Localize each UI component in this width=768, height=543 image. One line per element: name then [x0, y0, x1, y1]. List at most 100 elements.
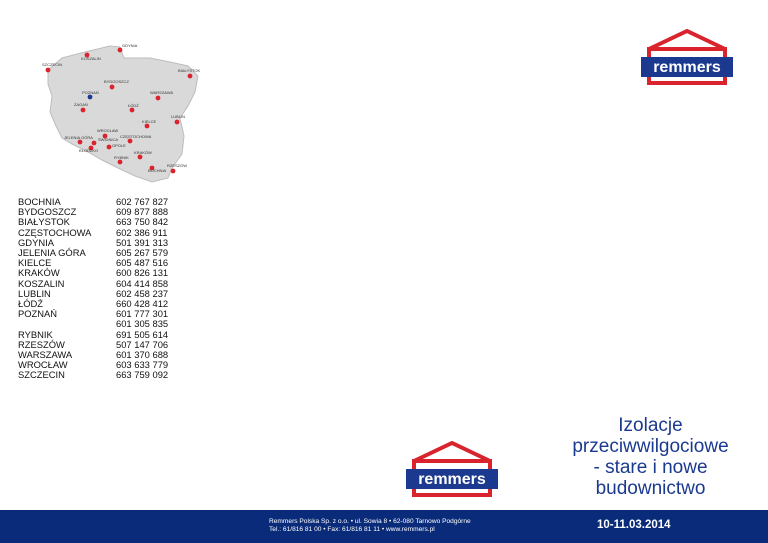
poland-map-svg: GDYNIA KOSZALIN SZCZECIN BIAŁYSTOK BYDGOSZCZ…: [42, 43, 200, 183]
city-marker: [129, 107, 135, 113]
contact-row: RYBNIK 691 505 614: [18, 328, 186, 340]
contact-row: ŁÓDŹ 660 428 412: [18, 298, 186, 310]
contact-phone: 507 147 706: [116, 338, 169, 350]
contact-list: BOCHNIA 602 767 827 BYDGOSZCZ 609 877 888 BI…: [18, 196, 186, 381]
city-marker: [91, 140, 97, 146]
city-marker: [117, 159, 123, 165]
contact-phone: 691 505 614: [116, 328, 169, 340]
contact-row: SZCZECIN 663 759 092: [18, 370, 186, 380]
city-marker: [106, 144, 112, 150]
contact-city: ŁÓDŹ: [18, 298, 44, 310]
contact-phone: 601 305 835: [116, 318, 169, 330]
contact-row: RZESZÓW 507 147 706: [18, 338, 186, 350]
contact-phone: 605 267 579: [116, 247, 169, 259]
title-line: Izolacje: [618, 415, 683, 436]
brochure-title: Izolacje przeciwwilgociowe - stare i now…: [548, 415, 753, 499]
contact-row: LUBLIN 602 458 237: [18, 287, 186, 299]
city-marker: [88, 145, 94, 151]
remmers-logo-graphic: remmers: [406, 441, 498, 497]
footer-bar: Remmers Polska Sp. z o.o. • ul. Sowia 8 …: [0, 510, 768, 543]
contact-row: KRAKÓW 600 826 131: [18, 268, 186, 278]
city-label: KŁODZKO: [79, 148, 98, 153]
poland-outline: [47, 45, 199, 183]
city-marker: [149, 165, 155, 171]
company-address: Remmers Polska Sp. z o.o. • ul. Sowia 8 …: [269, 518, 471, 534]
city-marker: [109, 84, 115, 90]
contact-city: BOCHNIA: [18, 196, 61, 207]
contact-row: KOSZALIN 604 414 858: [18, 277, 186, 289]
contact-phone: 602 386 911: [116, 226, 168, 238]
remmers-logo-middle: remmers: [402, 441, 502, 497]
contact-row: 601 305 835: [18, 319, 186, 329]
contact-phone: 663 750 842: [116, 216, 169, 228]
contact-city: WARSZAWA: [18, 349, 73, 361]
city-label: GDYNIA: [122, 43, 138, 48]
city-label: LUBLIN: [171, 114, 185, 119]
event-date: 10-11.03.2014: [597, 519, 671, 531]
contact-phone: 602 767 827: [116, 196, 169, 207]
address-line: Remmers Polska Sp. z o.o. • ul. Sowia 8 …: [269, 518, 471, 525]
city-label: POZNAŃ: [82, 90, 99, 95]
contact-city: GDYNIA: [18, 236, 54, 248]
contact-row: BYDGOSZCZ 609 877 888: [18, 206, 186, 218]
contact-city: BYDGOSZCZ: [18, 206, 77, 218]
remmers-logo-graphic: remmers: [641, 29, 733, 85]
contact-phone: 603 633 779: [116, 359, 169, 371]
contact-phone: 501 391 313: [116, 236, 169, 248]
title-line: budownictwo: [595, 478, 706, 499]
city-label: JELENIA GÓRA: [64, 135, 93, 140]
contact-city: LUBLIN: [18, 287, 51, 299]
contact-row: GDYNIA 501 391 313: [18, 236, 186, 248]
city-marker: [187, 73, 193, 79]
city-label: CZĘSTOCHOWA: [120, 134, 152, 139]
contact-row: BOCHNIA 602 767 827: [18, 196, 186, 207]
contact-city: WROCŁAW: [18, 359, 68, 371]
city-marker: [155, 95, 161, 101]
city-marker: [84, 52, 90, 58]
city-marker: [170, 168, 176, 174]
svg-text:remmers: remmers: [653, 59, 721, 76]
contact-city: CZĘSTOCHOWA: [18, 226, 92, 238]
address-line: Tel.: 61/816 81 00 • Fax: 61/816 81 11 •…: [269, 526, 435, 533]
contact-phone: 601 370 688: [116, 349, 169, 361]
city-label: ŚWIDNICA: [98, 137, 118, 142]
contact-city: JELENIA GÓRA: [18, 247, 86, 259]
city-label: BOCHNIA: [148, 168, 167, 173]
contact-row: BIAŁYSTOK 663 750 842: [18, 217, 186, 227]
city-marker: [137, 154, 143, 160]
city-label: WROCŁAW: [97, 128, 118, 133]
svg-text:remmers: remmers: [418, 471, 486, 488]
contact-row: CZĘSTOCHOWA 602 386 911: [18, 226, 186, 238]
contact-row: POZNAŃ 601 777 301: [18, 309, 186, 319]
city-marker: [80, 107, 86, 113]
contact-city: KIELCE: [18, 257, 52, 269]
contact-city: RZESZÓW: [18, 338, 65, 350]
contact-phone: 602 458 237: [116, 287, 169, 299]
contact-city: POZNAŃ: [18, 308, 58, 320]
contact-phone: 604 414 858: [116, 277, 169, 289]
city-label: KRAKÓW: [134, 150, 152, 155]
city-marker: [87, 94, 93, 100]
city-label: BIAŁYSTOK: [178, 68, 200, 73]
city-label: SZCZECIN: [42, 62, 62, 67]
city-marker: [127, 138, 133, 144]
contact-city: KOSZALIN: [18, 277, 65, 289]
remmers-logo-top: remmers: [637, 29, 737, 85]
city-label: RZESZÓW: [167, 163, 187, 168]
contact-row: JELENIA GÓRA 605 267 579: [18, 247, 186, 259]
contact-city: BIAŁYSTOK: [18, 216, 70, 228]
contact-phone: 609 877 888: [116, 206, 169, 218]
contact-phone: 600 826 131: [116, 267, 169, 279]
title-line: - stare i nowe: [593, 457, 708, 478]
contact-city: KRAKÓW: [18, 267, 60, 279]
city-label: KOSZALIN: [81, 56, 101, 61]
city-marker: [102, 133, 108, 139]
contact-row: WARSZAWA 601 370 688: [18, 349, 186, 361]
city-label: OPOLE: [112, 143, 126, 148]
city-marker: [45, 67, 51, 73]
city-label: BYDGOSZCZ: [104, 79, 129, 84]
poland-map: GDYNIA KOSZALIN SZCZECIN BIAŁYSTOK BYDGOSZCZ…: [40, 40, 220, 195]
city-label: RYBNIK: [114, 155, 129, 160]
contact-phone: 663 759 092: [116, 369, 169, 381]
city-marker: [144, 123, 150, 129]
